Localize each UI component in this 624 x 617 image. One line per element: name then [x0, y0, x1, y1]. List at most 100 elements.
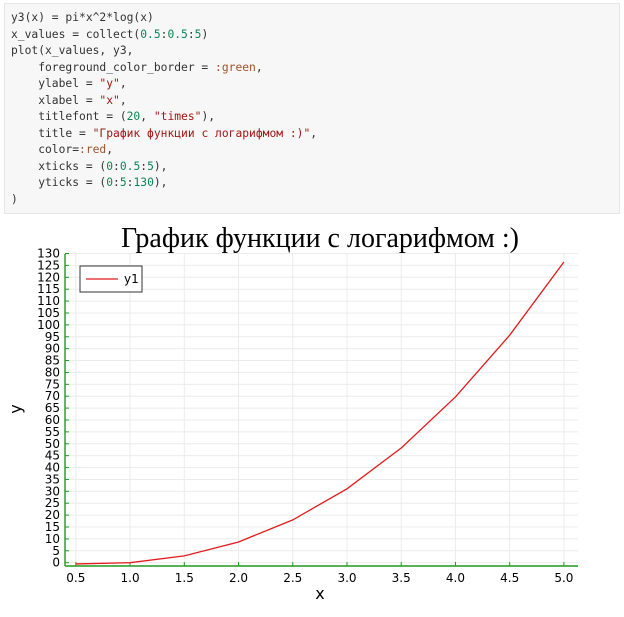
code-token: : — [113, 159, 120, 173]
code-line: ylabel = "y", — [11, 77, 127, 90]
code-token: xlabel = — [11, 93, 100, 107]
code-token: :green — [215, 60, 256, 74]
y-tick-label: 105 — [37, 306, 60, 320]
y-tick-label: 15 — [45, 520, 60, 534]
y-tick-label: 50 — [45, 437, 60, 451]
code-line: xticks = (0:0.5:5), — [11, 160, 167, 173]
y-tick-label: 75 — [45, 377, 60, 391]
y-tick-label: 65 — [45, 401, 60, 415]
y-tick-label: 25 — [45, 496, 60, 510]
chart-title: График функции с логарифмом :) — [121, 223, 519, 254]
y-tick-label: 35 — [45, 472, 60, 486]
code-token: , — [255, 60, 263, 74]
x-tick-label: 2.5 — [283, 571, 302, 585]
y-tick-label: 70 — [45, 389, 60, 403]
series-line — [75, 261, 565, 565]
y-tick-label: 90 — [45, 342, 60, 356]
y-tick-label: 40 — [45, 461, 60, 475]
y-tick-label: 130 — [37, 247, 60, 261]
code-line: titlefont = (20, "times"), — [11, 110, 215, 123]
code-token: 130 — [133, 176, 154, 189]
code-token: ), — [201, 110, 216, 123]
code-token: ylabel = — [11, 77, 100, 90]
x-tick-label: 4.5 — [500, 571, 519, 585]
code-token: 5 — [194, 27, 202, 41]
y-tick-label: 120 — [37, 270, 60, 284]
code-token: , — [106, 143, 114, 156]
code-line: xlabel = "x", — [11, 93, 127, 107]
code-token: ) — [201, 27, 209, 41]
code-token: , — [140, 110, 154, 123]
code-token: color= — [11, 143, 80, 156]
code-token: 0.5 — [167, 27, 188, 41]
code-cell[interactable]: y3(x) = pi*x^2*log(x) x_values = collect… — [4, 3, 620, 214]
y-tick-label: 85 — [45, 354, 60, 368]
code-token: foreground_color_border = — [11, 60, 216, 74]
code-token: 0 — [106, 176, 114, 189]
code-token: , — [310, 126, 318, 140]
y-tick-label: 30 — [45, 484, 60, 498]
y-tick-label: 5 — [52, 544, 60, 558]
code-line: title = "График функции с логарифмом :)"… — [11, 127, 317, 140]
code-line: x_values = collect(0.5:0.5:5) — [11, 28, 208, 41]
code-editor[interactable]: y3(x) = pi*x^2*log(x) x_values = collect… — [11, 10, 317, 208]
y-axis-label: y — [6, 404, 25, 413]
code-token: y3(x) = pi*x^2*log(x) — [11, 11, 154, 24]
code-token: plot(x_values, y3, — [11, 44, 134, 57]
code-line: color=:red, — [11, 143, 113, 156]
code-token: "y" — [99, 77, 120, 90]
code-token: 0.5 — [119, 159, 141, 173]
y-tick-label: 45 — [45, 449, 60, 463]
code-token: ) — [11, 192, 18, 206]
code-line: y3(x) = pi*x^2*log(x) — [11, 11, 154, 24]
code-token: "times" — [153, 110, 202, 123]
code-line: yticks = (0:5:130), — [11, 176, 167, 189]
y-tick-label: 55 — [45, 425, 60, 439]
y-tick-label: 80 — [45, 365, 60, 379]
code-token: ), — [153, 159, 168, 173]
y-tick-label: 125 — [37, 258, 60, 272]
y-tick-label: 115 — [37, 282, 60, 296]
code-token: title = — [11, 126, 93, 140]
y-tick-label: 95 — [45, 330, 60, 344]
code-token: , — [119, 77, 127, 90]
series-layer — [75, 261, 565, 565]
x-axis-label: x — [315, 584, 324, 603]
code-token: 20 — [126, 110, 141, 123]
y-tick-label: 110 — [37, 294, 60, 308]
code-token: 0.5 — [140, 27, 161, 41]
code-line: plot(x_values, y3, — [11, 44, 133, 57]
code-token: xticks = ( — [11, 159, 107, 173]
code-token: : — [113, 176, 120, 189]
code-token: 5 — [147, 159, 154, 173]
x-tick-label: 0.5 — [66, 571, 85, 585]
code-token: 5 — [119, 176, 127, 189]
legend: y1 — [79, 265, 143, 293]
x-tick-label: 1.0 — [121, 571, 140, 585]
x-tick-label: 3.0 — [337, 571, 356, 585]
code-token: ), — [153, 176, 168, 189]
axes: 0.5 1.0 1.5 2.0 2.5 3.0 3.5 4.0 4.5 5.0 0510152025… — [37, 247, 578, 585]
y-tick-label: 100 — [37, 318, 60, 332]
code-token: yticks = ( — [11, 176, 107, 189]
code-token: "График функции с логарифмом :)" — [92, 126, 311, 140]
code-token: titlefont = ( — [11, 110, 127, 123]
plot: График функции с логарифмом :) 0.5 1.0 1.5… — [6, 223, 578, 603]
x-tick-label: 3.5 — [392, 571, 411, 585]
grid — [65, 253, 578, 566]
code-token: 0 — [106, 159, 114, 173]
code-token: : — [187, 27, 195, 41]
code-token: : — [140, 159, 148, 173]
legend-label: y1 — [124, 272, 139, 286]
code-line: ) — [11, 193, 18, 206]
y-tick-label: 60 — [45, 413, 60, 427]
x-tick-label: 4.0 — [446, 571, 465, 585]
x-tick-label: 2.0 — [229, 571, 248, 585]
code-token: : — [160, 27, 168, 41]
x-tick-label: 5.0 — [554, 571, 573, 585]
y-tick-label: 10 — [45, 532, 60, 546]
code-token: x_values = collect( — [11, 27, 141, 41]
code-token: , — [119, 93, 127, 107]
x-tick-label: 1.5 — [175, 571, 194, 585]
y-tick-label: 20 — [45, 508, 60, 522]
